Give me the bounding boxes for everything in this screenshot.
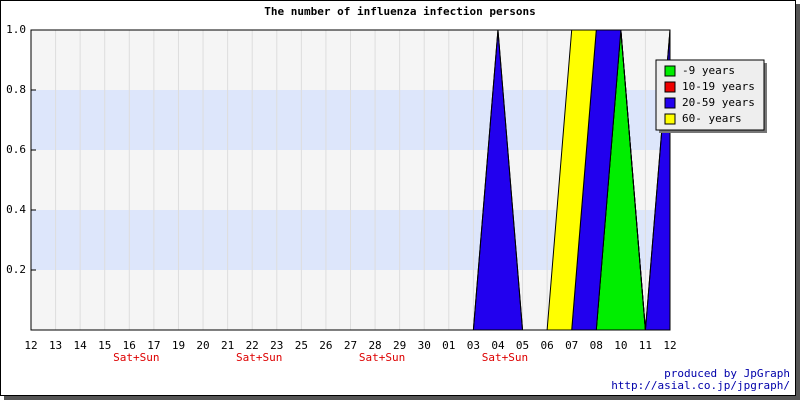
x-tick-label: 17 [147,339,160,352]
x-tick-label: 12 [663,339,676,352]
legend-swatch [664,81,676,93]
legend-label: 10-19 years [682,80,755,93]
x-tick-label: 20 [196,339,209,352]
legend-swatch [664,65,676,77]
y-tick-label: 0.6 [6,143,26,156]
x-tick-label: 23 [270,339,283,352]
x-sublabel: Sat+Sun [236,351,282,364]
x-tick-label: 26 [319,339,332,352]
x-tick-label: 12 [24,339,37,352]
x-tick-label: 08 [590,339,603,352]
x-tick-label: 07 [565,339,578,352]
y-tick-label: 0.4 [6,203,26,216]
x-tick-label: 13 [49,339,62,352]
x-tick-label: 01 [442,339,455,352]
y-tick-label: 1.0 [6,23,26,36]
plot-series [31,30,670,330]
x-tick-label: 15 [98,339,111,352]
legend-swatch [664,113,676,125]
x-sublabel: Sat+Sun [482,351,528,364]
x-tick-label: 11 [639,339,652,352]
x-tick-label: 30 [418,339,431,352]
x-tick-label: 27 [344,339,357,352]
x-tick-label: 22 [246,339,259,352]
x-tick-label: 21 [221,339,234,352]
chart-title: The number of influenza infection person… [264,5,536,18]
x-tick-label: 10 [614,339,627,352]
x-tick-label: 14 [74,339,88,352]
y-tick-label: 0.8 [6,83,26,96]
x-tick-label: 28 [368,339,381,352]
x-tick-label: 16 [123,339,136,352]
x-tick-label: 19 [172,339,185,352]
x-tick-label: 05 [516,339,529,352]
legend-label: -9 years [682,64,735,77]
legend-label: 60- years [682,112,742,125]
legend-swatch [664,97,676,109]
x-tick-label: 03 [467,339,480,352]
x-tick-label: 04 [491,339,505,352]
plot-border [30,29,671,331]
footer-text: http://asial.co.jp/jpgraph/ [611,379,790,392]
x-tick-label: 25 [295,339,308,352]
footer-text: produced by JpGraph [664,367,790,380]
area [31,30,670,330]
x-tick-label: 06 [540,339,553,352]
legend-label: 20-59 years [682,96,755,109]
x-sublabel: Sat+Sun [113,351,159,364]
y-tick-label: 0.2 [6,263,26,276]
x-sublabel: Sat+Sun [359,351,405,364]
area [31,30,670,330]
x-tick-label: 29 [393,339,406,352]
